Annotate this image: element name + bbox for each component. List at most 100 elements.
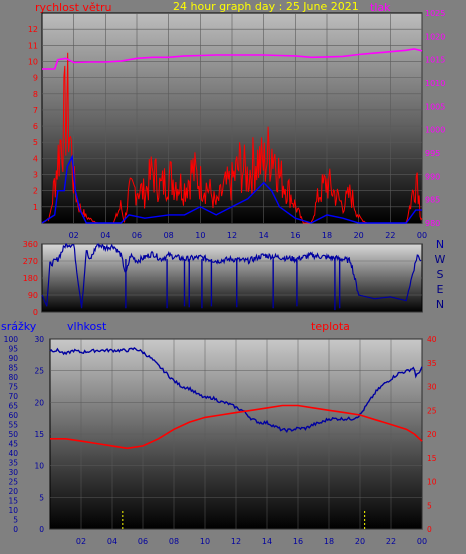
wind-tick-label: 6 <box>33 122 38 131</box>
direction-tick-label: 90 <box>28 291 38 300</box>
time-tick-label: 10 <box>195 231 205 240</box>
rain-tick-label: 40 <box>8 449 18 458</box>
rain-label: srážky <box>1 320 37 333</box>
pressure-tick-label: 1000 <box>425 126 445 135</box>
rain-tick-label: 95 <box>8 345 18 354</box>
time-tick-label: 08 <box>169 537 179 546</box>
rain-tick-label: 5 <box>13 516 18 525</box>
time-tick-label: 02 <box>69 231 79 240</box>
humidity-label: vlhkost <box>67 320 107 333</box>
rain-tick-label: 30 <box>8 468 18 477</box>
pressure-label: tlak <box>370 1 391 14</box>
compass-letter: S <box>437 268 444 281</box>
temperature-tick-label: 30 <box>427 383 437 392</box>
time-tick-label: 00 <box>417 537 427 546</box>
wind-tick-label: 1 <box>33 203 38 212</box>
temperature-tick-label: 10 <box>427 478 437 487</box>
time-tick-label: 18 <box>324 537 334 546</box>
rain-tick-label: 35 <box>8 459 18 468</box>
pressure-tick-label: 1025 <box>425 9 445 18</box>
pressure-tick-label: 1005 <box>425 102 445 111</box>
rain-tick-label: 25 <box>8 478 18 487</box>
rain-tick-label: 65 <box>8 402 18 411</box>
pressure-tick-label: 1010 <box>425 79 445 88</box>
rain-tick-label: 75 <box>8 383 18 392</box>
humidity-tick-label: 25 <box>34 367 44 376</box>
humidity-plot <box>49 346 423 529</box>
time-tick-label: 02 <box>76 537 86 546</box>
compass-letter: N <box>436 238 444 251</box>
wind-gust-line <box>41 154 422 224</box>
wind-tick-label: 12 <box>28 25 38 34</box>
humidity-axes: 0510152025303540455055606570758085909510… <box>4 335 437 546</box>
pressure-tick-label: 980 <box>425 219 440 228</box>
rain-tick-label: 70 <box>8 392 18 401</box>
wind-tick-label: 8 <box>33 90 38 99</box>
pressure-tick-label: 1015 <box>425 56 445 65</box>
humidity-line <box>49 346 423 433</box>
time-tick-label: 10 <box>200 537 210 546</box>
time-tick-label: 00 <box>417 231 427 240</box>
temperature-tick-label: 20 <box>427 430 437 439</box>
temperature-label: teplota <box>311 320 350 333</box>
humidity-tick-label: 20 <box>34 398 44 407</box>
rain-tick-label: 80 <box>8 373 18 382</box>
rain-tick-label: 10 <box>8 506 18 515</box>
wind-tick-label: 9 <box>33 74 38 83</box>
rain-tick-label: 90 <box>8 354 18 363</box>
temperature-line <box>50 404 423 450</box>
wind-tick-label: 3 <box>33 171 38 180</box>
humidity-tick-label: 5 <box>39 493 44 502</box>
temperature-tick-label: 40 <box>427 335 437 344</box>
direction-plot <box>41 243 422 311</box>
wind-direction-line <box>41 243 422 309</box>
time-tick-label: 20 <box>354 231 364 240</box>
time-tick-label: 06 <box>138 537 148 546</box>
humidity-tick-label: 10 <box>34 462 44 471</box>
wind-tick-label: 5 <box>33 138 38 147</box>
time-tick-label: 04 <box>100 231 110 240</box>
rain-tick-label: 100 <box>4 335 19 344</box>
chart-title: 24 hour graph day : 25 June 2021 <box>173 0 359 13</box>
pressure-tick-label: 1020 <box>425 32 445 41</box>
humidity-tick-label: 15 <box>34 430 44 439</box>
temperature-tick-label: 35 <box>427 359 437 368</box>
wind-tick-label: 4 <box>33 154 38 163</box>
wind-tick-label: 2 <box>33 187 38 196</box>
wind-tick-label: 7 <box>33 106 38 115</box>
rain-tick-label: 15 <box>8 497 18 506</box>
temperature-tick-label: 0 <box>427 525 432 534</box>
humidity-tick-label: 0 <box>39 525 44 534</box>
direction-tick-label: 270 <box>23 257 38 266</box>
rain-tick-label: 45 <box>8 440 18 449</box>
compass-letter: E <box>437 283 444 296</box>
time-tick-label: 12 <box>227 231 237 240</box>
compass-letter: W <box>435 253 446 266</box>
temperature-tick-label: 25 <box>427 406 437 415</box>
pressure-tick-label: 995 <box>425 149 440 158</box>
rain-tick-label: 55 <box>8 421 18 430</box>
rain-tick-label: 60 <box>8 411 18 420</box>
pressure-tick-label: 990 <box>425 172 440 181</box>
pressure-tick-label: 985 <box>425 196 440 205</box>
time-tick-label: 08 <box>164 231 174 240</box>
direction-tick-label: 180 <box>23 274 38 283</box>
time-tick-label: 12 <box>231 537 241 546</box>
time-tick-label: 18 <box>322 231 332 240</box>
wind-plot <box>41 48 423 224</box>
humidity-tick-label: 30 <box>34 335 44 344</box>
temperature-tick-label: 5 <box>427 501 432 510</box>
wind-speed-label: rychlost větru <box>35 1 111 14</box>
direction-tick-label: 360 <box>23 240 38 249</box>
rain-tick-label: 85 <box>8 364 18 373</box>
wind-tick-label: 11 <box>28 41 38 50</box>
time-tick-label: 16 <box>293 537 303 546</box>
direction-tick-label: 0 <box>33 308 38 317</box>
time-tick-label: 22 <box>385 231 395 240</box>
time-tick-label: 14 <box>262 537 272 546</box>
rain-tick-label: 20 <box>8 487 18 496</box>
rain-tick-label: 0 <box>13 525 18 534</box>
rain-tick-label: 50 <box>8 430 18 439</box>
